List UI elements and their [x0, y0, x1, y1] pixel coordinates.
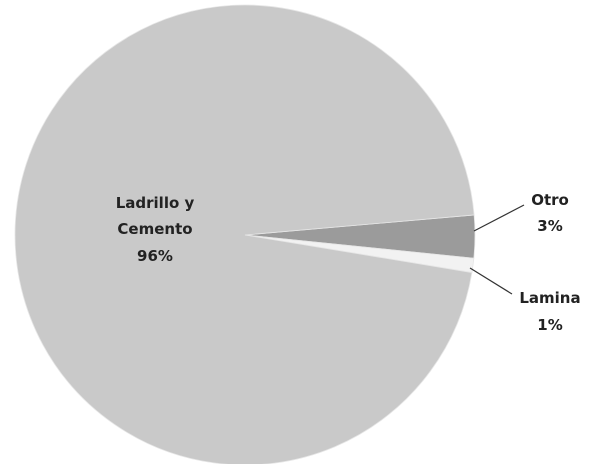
pie-slice: [14, 4, 475, 464]
leader-line: [469, 267, 513, 295]
leader-line: [473, 204, 525, 232]
slice-label: Otro: [531, 191, 569, 209]
slice-value-label: 3%: [537, 217, 563, 235]
slice-value-label: 96%: [137, 247, 173, 265]
slice-label: Lamina: [519, 289, 581, 307]
slice-label: Ladrillo y Cemento: [115, 194, 195, 238]
slice-value-label: 1%: [537, 316, 563, 334]
